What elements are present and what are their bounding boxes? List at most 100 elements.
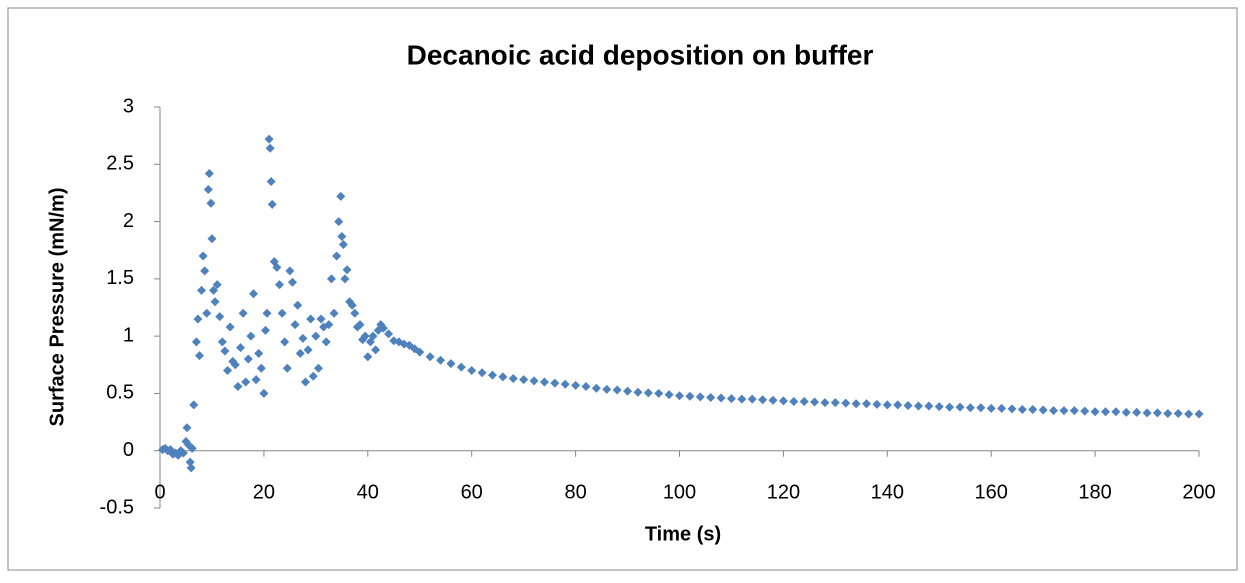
point xyxy=(193,314,203,324)
point xyxy=(997,403,1007,413)
point xyxy=(298,333,308,343)
point xyxy=(425,352,435,362)
x-tick-label: 0 xyxy=(154,481,165,503)
point xyxy=(519,375,529,385)
point xyxy=(259,388,269,398)
point xyxy=(203,184,213,194)
point xyxy=(487,370,497,380)
point xyxy=(326,274,336,284)
point xyxy=(976,403,986,413)
point xyxy=(206,198,216,208)
point xyxy=(202,308,212,318)
point xyxy=(820,398,830,408)
point xyxy=(212,280,222,290)
point xyxy=(872,399,882,409)
point xyxy=(862,399,872,409)
point xyxy=(643,388,653,398)
point xyxy=(799,396,809,406)
point xyxy=(591,383,601,393)
point xyxy=(246,331,256,341)
point xyxy=(1194,409,1204,419)
point xyxy=(378,323,388,333)
x-tick-label: 20 xyxy=(253,481,275,503)
point xyxy=(415,347,425,357)
point xyxy=(355,320,365,330)
point xyxy=(1142,408,1152,418)
point xyxy=(198,251,208,261)
point xyxy=(249,289,259,299)
point xyxy=(316,314,326,324)
y-tick-label: -0.5 xyxy=(100,496,134,518)
x-axis-label: Time (s) xyxy=(645,523,721,545)
point xyxy=(675,391,684,401)
point xyxy=(189,400,199,410)
point xyxy=(363,352,373,362)
point xyxy=(841,398,851,408)
point xyxy=(529,376,539,386)
y-tick-label: 3 xyxy=(123,95,134,117)
point xyxy=(277,308,287,318)
point xyxy=(498,372,508,382)
point xyxy=(230,360,240,370)
x-tick-label: 100 xyxy=(663,481,696,503)
point xyxy=(303,345,313,355)
point xyxy=(293,300,303,310)
point xyxy=(340,274,350,284)
point xyxy=(851,399,861,409)
point xyxy=(371,345,381,355)
point xyxy=(266,176,276,186)
point xyxy=(265,143,275,153)
point xyxy=(810,397,820,407)
point xyxy=(602,384,612,394)
point xyxy=(191,337,201,347)
point xyxy=(1049,406,1059,416)
point xyxy=(321,337,331,347)
point xyxy=(571,380,581,390)
point xyxy=(262,308,272,318)
chart-border xyxy=(7,7,1238,571)
point xyxy=(272,262,282,272)
point xyxy=(446,359,456,369)
point xyxy=(1017,404,1027,414)
point xyxy=(747,394,757,404)
point xyxy=(1121,407,1131,417)
point xyxy=(347,300,357,310)
point xyxy=(654,388,664,398)
point xyxy=(308,371,318,381)
point xyxy=(1152,408,1162,418)
point xyxy=(241,377,251,387)
point xyxy=(313,363,323,373)
point xyxy=(560,379,570,389)
point xyxy=(456,362,466,372)
point xyxy=(1090,407,1100,417)
point xyxy=(924,401,934,411)
point xyxy=(186,463,196,473)
y-tick-label: 0.5 xyxy=(106,382,134,404)
point xyxy=(1184,409,1194,419)
point xyxy=(324,320,334,330)
point xyxy=(1080,406,1090,416)
point xyxy=(236,343,246,353)
point xyxy=(342,265,352,275)
point xyxy=(274,280,284,290)
point xyxy=(695,392,705,402)
point xyxy=(581,382,591,392)
y-tick-label: 0 xyxy=(123,439,134,461)
point xyxy=(209,285,219,295)
point xyxy=(204,168,214,178)
point xyxy=(251,375,261,385)
point xyxy=(1163,408,1173,418)
point xyxy=(290,320,300,330)
point xyxy=(685,391,695,401)
point xyxy=(207,234,217,244)
point xyxy=(737,394,747,404)
y-tick-label: 2 xyxy=(123,210,134,232)
point xyxy=(913,401,923,411)
point xyxy=(1059,406,1069,416)
point xyxy=(350,308,360,318)
point xyxy=(280,337,290,347)
point xyxy=(612,385,622,395)
point xyxy=(965,403,975,413)
point xyxy=(220,346,230,356)
